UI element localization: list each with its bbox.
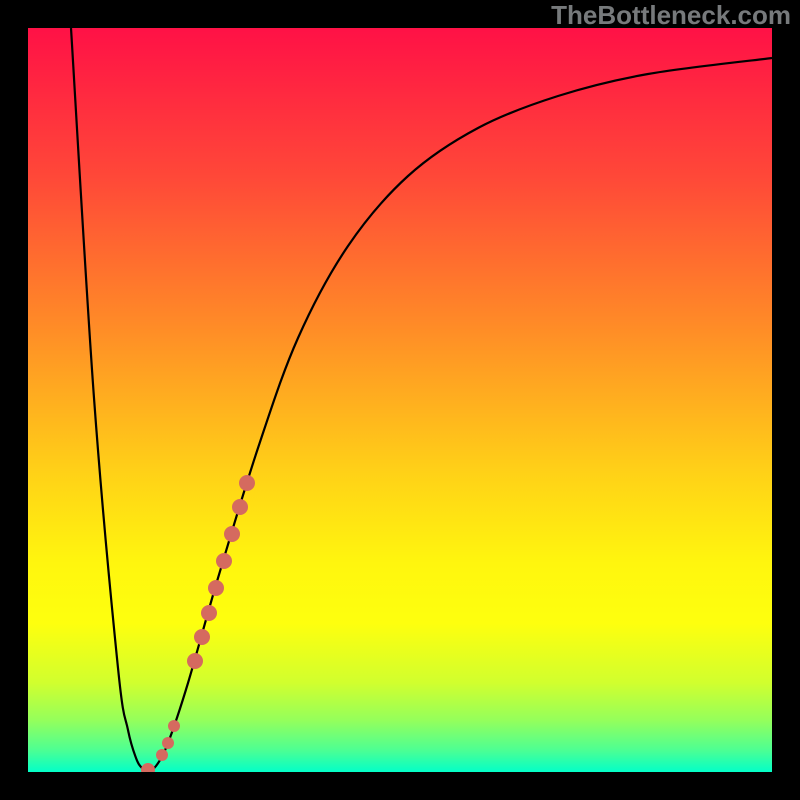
bottleneck-curve (71, 28, 772, 770)
marker-dot (162, 737, 174, 749)
marker-dot (208, 580, 224, 596)
curve-layer (28, 28, 772, 772)
marker-dot (141, 763, 155, 772)
marker-dot (239, 475, 255, 491)
marker-dot (168, 720, 180, 732)
watermark-text: TheBottleneck.com (551, 0, 791, 31)
marker-dot (187, 653, 203, 669)
figure-root: TheBottleneck.com (0, 0, 800, 800)
plot-area (28, 28, 772, 772)
marker-dot (216, 553, 232, 569)
marker-dot (232, 499, 248, 515)
marker-dot (201, 605, 217, 621)
marker-dot (156, 749, 168, 761)
marker-dot (194, 629, 210, 645)
marker-dot (224, 526, 240, 542)
marker-group (141, 475, 255, 772)
